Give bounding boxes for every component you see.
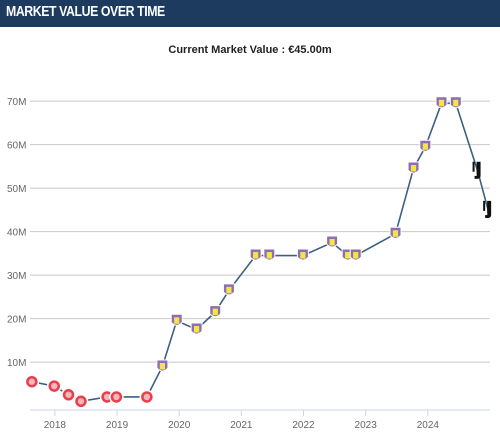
girona-crest-inner	[103, 393, 111, 401]
aston-villa-crest-lion	[212, 308, 218, 316]
girona-crest-inner	[77, 398, 85, 405]
aston-villa-crest-lion	[453, 99, 459, 107]
data-point-aston-villa[interactable]	[222, 283, 235, 296]
data-point-girona[interactable]	[61, 387, 76, 403]
aston-villa-crest-lion	[159, 362, 166, 370]
juventus-crest-icon	[474, 161, 481, 179]
aston-villa-crest-lion	[410, 165, 417, 172]
data-point-juventus[interactable]	[472, 161, 481, 179]
current-market-value: Current Market Value : €45.00m	[168, 44, 332, 56]
aston-villa-crest-lion	[300, 252, 306, 259]
axes: 10M 20M 30M 40M 50M 60M 70M 2018 2019 2020 2021 202…	[7, 97, 490, 431]
data-point-aston-villa[interactable]	[190, 322, 203, 335]
y-tick-label: 20M	[7, 315, 26, 326]
x-tick-label: 2021	[230, 420, 253, 431]
data-point-girona[interactable]	[73, 394, 89, 409]
girona-crest-inner	[143, 393, 151, 401]
aston-villa-crest-lion	[353, 252, 359, 259]
girona-crest-inner	[51, 382, 58, 390]
data-point-aston-villa[interactable]	[435, 96, 448, 109]
grid	[30, 100, 490, 363]
girona-crest-inner	[28, 378, 36, 385]
girona-crest-inner	[65, 391, 72, 398]
x-tick-label: 2018	[44, 420, 67, 431]
data-point-aston-villa[interactable]	[263, 248, 276, 261]
data-point-aston-villa[interactable]	[449, 96, 462, 109]
data-point-girona[interactable]	[109, 389, 124, 405]
header-bar: MARKET VALUE OVER TIME	[0, 0, 500, 27]
data-point-aston-villa[interactable]	[249, 248, 262, 261]
data-point-aston-villa[interactable]	[419, 139, 432, 152]
aston-villa-crest-lion	[266, 252, 272, 259]
x-tick-label: 2019	[106, 420, 129, 431]
x-tick-label: 2024	[417, 420, 440, 431]
y-tick-label: 40M	[7, 228, 26, 239]
data-point-girona[interactable]	[139, 389, 155, 405]
aston-villa-crest-lion	[422, 143, 428, 150]
data-point-aston-villa[interactable]	[349, 248, 362, 261]
data-point-aston-villa[interactable]	[170, 313, 183, 326]
data-point-aston-villa[interactable]	[326, 235, 339, 248]
y-tick-label: 70M	[7, 97, 26, 108]
x-tick-label: 2020	[168, 420, 191, 431]
aston-villa-crest-lion	[345, 252, 351, 259]
section-title: MARKET VALUE OVER TIME	[6, 3, 165, 20]
data-point-aston-villa[interactable]	[156, 359, 169, 372]
y-tick-label: 30M	[7, 271, 26, 282]
data-point-aston-villa[interactable]	[407, 161, 420, 174]
aston-villa-crest-lion	[392, 230, 399, 237]
x-tick-label: 2022	[292, 420, 315, 431]
data-point-aston-villa[interactable]	[296, 248, 309, 261]
y-tick-label: 50M	[7, 184, 26, 195]
aston-villa-crest-lion	[174, 317, 180, 324]
aston-villa-crest-lion	[193, 326, 200, 333]
data-point-girona[interactable]	[24, 374, 40, 389]
girona-crest-inner	[113, 393, 120, 401]
juventus-crest-stripe	[483, 200, 486, 211]
aston-villa-crest-lion	[438, 99, 445, 107]
y-tick-label: 10M	[7, 358, 26, 369]
aston-villa-crest-lion	[253, 252, 259, 259]
data-point-aston-villa[interactable]	[209, 305, 222, 318]
juventus-crest-stripe	[472, 161, 475, 172]
data-point-girona[interactable]	[46, 378, 62, 394]
data-points[interactable]	[24, 96, 492, 409]
data-point-aston-villa[interactable]	[389, 226, 402, 239]
x-tick-label: 2023	[355, 420, 378, 431]
y-tick-label: 60M	[7, 141, 26, 152]
juventus-crest-icon	[485, 200, 492, 219]
data-point-juventus[interactable]	[483, 200, 492, 219]
aston-villa-crest-lion	[226, 286, 232, 294]
aston-villa-crest-lion	[329, 239, 335, 246]
